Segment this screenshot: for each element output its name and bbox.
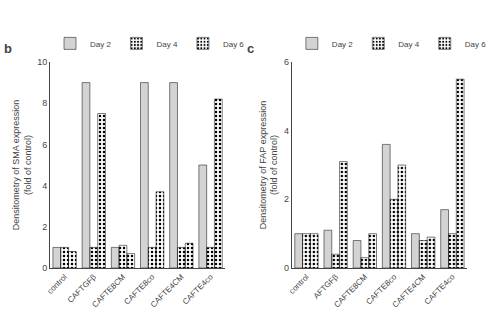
svg-text:control: control	[45, 272, 69, 296]
svg-text:Day 2: Day 2	[90, 40, 111, 49]
svg-text:Day 4: Day 4	[398, 40, 419, 49]
svg-text:0: 0	[42, 263, 47, 273]
svg-text:10: 10	[37, 57, 47, 67]
svg-text:control: control	[287, 272, 311, 296]
svg-text:CAFTE4CM: CAFTE4CM	[149, 272, 186, 309]
svg-text:CAFTE8co: CAFTE8co	[122, 272, 156, 306]
svg-text:CAFTE8CM: CAFTE8CM	[90, 272, 127, 309]
svg-text:AFTGFβ: AFTGFβ	[312, 272, 340, 300]
svg-text:c: c	[247, 41, 254, 56]
svg-text:b: b	[4, 41, 12, 56]
svg-text:Day 6: Day 6	[223, 40, 244, 49]
svg-text:Densitometry of FAP expression: Densitometry of FAP expression(fold of c…	[258, 101, 280, 229]
svg-text:CAFTE4co: CAFTE4co	[181, 272, 215, 306]
svg-text:CAFTGFβ: CAFTGFβ	[66, 272, 99, 305]
svg-text:4: 4	[284, 126, 289, 136]
svg-text:2: 2	[42, 222, 47, 232]
svg-text:Day 6: Day 6	[465, 40, 486, 49]
svg-text:CAFTE4CM: CAFTE4CM	[391, 272, 428, 309]
svg-text:Densitometry of SMA expression: Densitometry of SMA expression(fold of c…	[11, 100, 33, 231]
svg-text:CAFTE8co: CAFTE8co	[364, 272, 398, 306]
svg-text:CAFTE4co: CAFTE4co	[423, 272, 457, 306]
svg-text:6: 6	[42, 140, 47, 150]
svg-text:6: 6	[284, 57, 289, 67]
svg-text:CAFTE8CM: CAFTE8CM	[332, 272, 369, 309]
svg-text:Day 4: Day 4	[156, 40, 177, 49]
svg-text:8: 8	[42, 98, 47, 108]
svg-text:4: 4	[42, 181, 47, 191]
svg-text:0: 0	[284, 263, 289, 273]
svg-text:Day 2: Day 2	[332, 40, 353, 49]
svg-text:2: 2	[284, 194, 289, 204]
